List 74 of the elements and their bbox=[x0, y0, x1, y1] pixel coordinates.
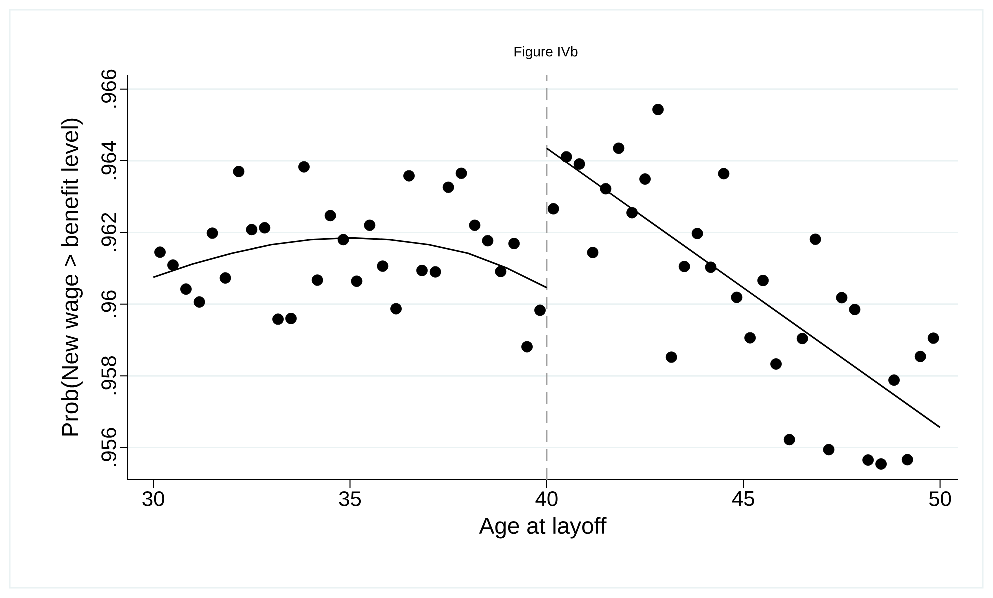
point bbox=[613, 142, 625, 154]
point bbox=[534, 304, 546, 316]
point bbox=[600, 183, 612, 195]
point bbox=[705, 262, 717, 274]
point bbox=[758, 275, 769, 286]
point bbox=[469, 220, 481, 232]
y-axis-title: Prob(New wage > benefit level) bbox=[62, 118, 83, 436]
point bbox=[836, 292, 848, 304]
y-tick-label: .96 bbox=[102, 290, 116, 318]
point bbox=[286, 313, 297, 324]
point bbox=[456, 168, 468, 180]
point bbox=[206, 228, 218, 240]
point bbox=[364, 220, 376, 232]
x-tick-label: 45 bbox=[732, 492, 754, 506]
point bbox=[220, 272, 232, 284]
point bbox=[587, 247, 599, 258]
point bbox=[862, 454, 874, 466]
point bbox=[876, 458, 887, 470]
point bbox=[574, 158, 586, 170]
point bbox=[888, 374, 900, 386]
x-tick-label: 30 bbox=[142, 492, 164, 506]
point bbox=[770, 358, 782, 370]
point bbox=[652, 104, 664, 116]
y-tick-label: .966 bbox=[102, 70, 116, 108]
point bbox=[849, 304, 861, 316]
point bbox=[180, 284, 192, 296]
point bbox=[718, 168, 730, 180]
x-axis-title: Age at layoff bbox=[479, 517, 607, 539]
y-tick-label: .958 bbox=[102, 356, 116, 395]
point bbox=[495, 266, 507, 278]
point bbox=[377, 260, 389, 272]
point bbox=[246, 224, 258, 236]
point bbox=[666, 352, 678, 364]
y-tick-label: .964 bbox=[102, 141, 116, 180]
point bbox=[312, 274, 324, 286]
point bbox=[692, 228, 704, 240]
point bbox=[233, 166, 245, 178]
point bbox=[902, 454, 914, 466]
point bbox=[744, 332, 756, 344]
y-tick-label: .956 bbox=[102, 428, 116, 466]
point bbox=[522, 341, 533, 353]
point bbox=[560, 151, 572, 163]
chart-title: Figure IVb bbox=[514, 46, 578, 60]
point bbox=[784, 434, 796, 446]
point bbox=[548, 203, 560, 215]
point bbox=[626, 207, 638, 219]
point bbox=[324, 210, 336, 222]
point bbox=[338, 234, 350, 246]
point bbox=[168, 260, 179, 272]
point bbox=[640, 174, 651, 185]
x-tick-label: 40 bbox=[536, 492, 558, 506]
point bbox=[810, 234, 822, 246]
point bbox=[430, 266, 442, 278]
x-tick-label: 50 bbox=[929, 492, 952, 506]
point bbox=[298, 161, 310, 173]
point bbox=[272, 314, 284, 326]
point bbox=[442, 182, 454, 194]
point bbox=[390, 303, 402, 315]
point bbox=[508, 238, 520, 250]
point bbox=[404, 170, 415, 182]
point bbox=[351, 276, 363, 288]
point bbox=[914, 351, 926, 362]
point bbox=[823, 444, 835, 456]
point bbox=[416, 264, 428, 276]
point bbox=[259, 222, 271, 234]
point bbox=[678, 261, 690, 272]
point bbox=[796, 333, 808, 344]
point bbox=[731, 292, 743, 304]
y-tick-label: .962 bbox=[102, 213, 116, 252]
point bbox=[928, 332, 940, 344]
x-tick-label: 35 bbox=[339, 492, 362, 506]
point bbox=[154, 246, 166, 258]
point bbox=[482, 235, 494, 247]
point bbox=[194, 296, 206, 308]
